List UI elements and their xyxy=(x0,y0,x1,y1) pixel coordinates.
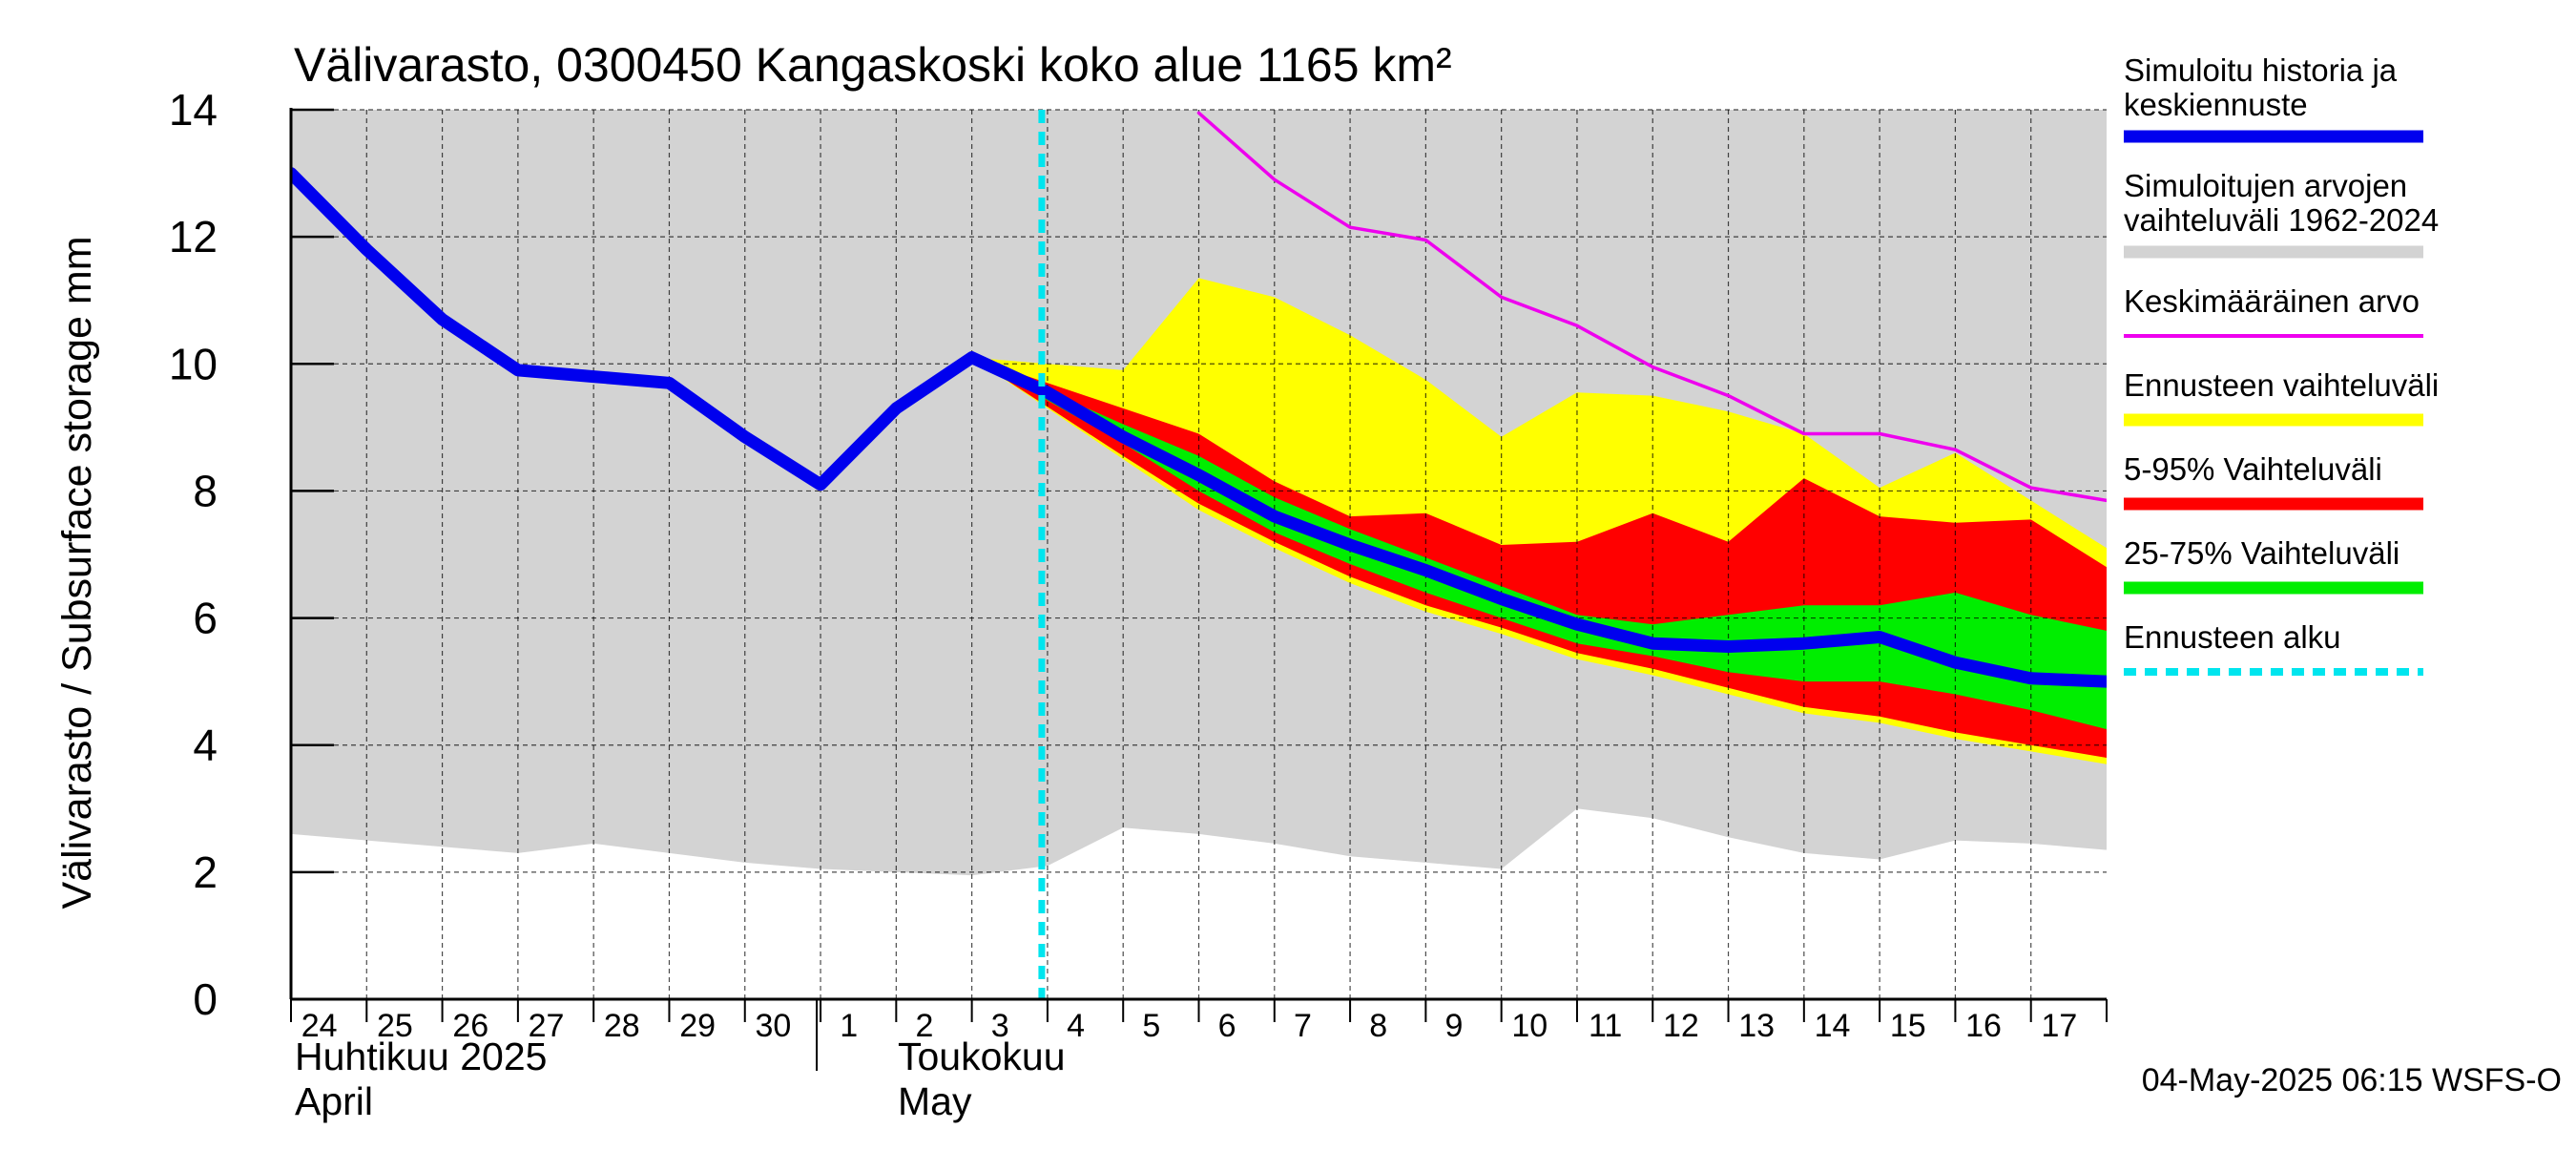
x-tick-label-1: 1 xyxy=(840,1008,858,1044)
timestamp-footer: 04-May-2025 06:15 WSFS-O xyxy=(2142,1062,2562,1098)
y-tick-label-12: 12 xyxy=(169,212,218,261)
x-tick-label-14: 14 xyxy=(1815,1008,1851,1044)
x-tick-label-25: 25 xyxy=(377,1008,413,1044)
y-axis-label: Välivarasto / Subsurface storage mm xyxy=(54,236,100,909)
y-tick-label-2: 2 xyxy=(193,847,218,897)
grid xyxy=(291,109,2107,999)
month-label-may-en: May xyxy=(898,1079,972,1123)
month-label-may-fi: Toukokuu xyxy=(898,1035,1066,1078)
x-tick-label-30: 30 xyxy=(755,1008,791,1044)
y-tick-label-4: 4 xyxy=(193,721,218,770)
x-tick-label-9: 9 xyxy=(1445,1008,1464,1044)
x-tick-label-13: 13 xyxy=(1738,1008,1775,1044)
line-keskim-r-inen-arvo xyxy=(1196,111,2107,503)
legend-label-ennusteen-vaihteluv-li: Ennusteen vaihteluväli xyxy=(2124,367,2439,403)
legend-label-5-95-vaihteluv-li: 5-95% Vaihteluväli xyxy=(2124,451,2382,487)
x-tick-label-26: 26 xyxy=(452,1008,488,1044)
legend-label-simuloitu-historia-ja-2: keskiennuste xyxy=(2124,87,2308,122)
chart-title: Välivarasto, 0300450 Kangaskoski koko al… xyxy=(294,38,1452,92)
y-tick-label-10: 10 xyxy=(169,339,218,388)
x-tick-label-15: 15 xyxy=(1890,1008,1926,1044)
x-tick-label-12: 12 xyxy=(1663,1008,1699,1044)
x-tick-label-5: 5 xyxy=(1142,1008,1160,1044)
legend-label-simuloitujen-arvojen-2: vaihteluväli 1962-2024 xyxy=(2124,202,2439,238)
legend-label-keskim-r-inen-arvo: Keskimääräinen arvo xyxy=(2124,283,2420,319)
legend-label-ennusteen-alku: Ennusteen alku xyxy=(2124,619,2341,655)
x-tick-label-28: 28 xyxy=(604,1008,640,1044)
y-tick-label-0: 0 xyxy=(193,974,218,1024)
x-tick-label-10: 10 xyxy=(1511,1008,1548,1044)
x-tick-label-17: 17 xyxy=(2041,1008,2077,1044)
x-tick-label-27: 27 xyxy=(529,1008,565,1044)
line-simuloitu-historia-ja-keskiennuste xyxy=(291,167,2107,688)
x-tick-label-2: 2 xyxy=(916,1008,934,1044)
x-tick-label-29: 29 xyxy=(679,1008,716,1044)
x-tick-label-4: 4 xyxy=(1067,1008,1085,1044)
x-tick-label-24: 24 xyxy=(301,1008,338,1044)
legend-label-simuloitu-historia-ja: Simuloitu historia ja xyxy=(2124,52,2398,88)
y-tick-label-6: 6 xyxy=(193,594,218,643)
month-label-april-en: April xyxy=(295,1079,373,1123)
x-tick-label-11: 11 xyxy=(1589,1008,1622,1044)
x-tick-label-16: 16 xyxy=(1965,1008,2002,1044)
x-tick-label-8: 8 xyxy=(1369,1008,1387,1044)
legend-label-simuloitujen-arvojen: Simuloitujen arvojen xyxy=(2124,168,2407,203)
plot-area xyxy=(291,109,2107,999)
y-tick-label-8: 8 xyxy=(193,466,218,515)
legend-label-25-75-vaihteluv-li: 25-75% Vaihteluväli xyxy=(2124,535,2399,571)
x-tick-label-6: 6 xyxy=(1218,1008,1236,1044)
x-tick-label-3: 3 xyxy=(991,1008,1009,1044)
month-label-april-fi: Huhtikuu 2025 xyxy=(295,1035,547,1078)
x-tick-label-7: 7 xyxy=(1294,1008,1312,1044)
y-tick-label-14: 14 xyxy=(169,85,218,135)
